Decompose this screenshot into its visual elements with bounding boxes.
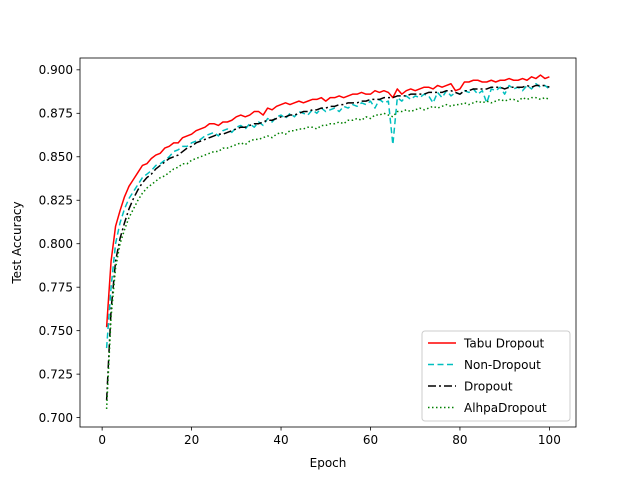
- legend-label: Tabu Dropout: [463, 336, 545, 350]
- x-tick-label: 100: [538, 433, 561, 447]
- y-axis-label: Test Accuracy: [10, 201, 24, 284]
- y-tick-label: 0.875: [39, 107, 73, 121]
- series-line-dropout: [105, 84, 550, 401]
- x-ticks: 0 20 40 60 80 100: [98, 427, 561, 447]
- series-line-alhpadropout: [105, 96, 550, 409]
- series-layer: [105, 74, 550, 409]
- y-tick-label: 0.750: [39, 324, 73, 338]
- series-line-tabu-dropout: [105, 74, 550, 328]
- y-tick-label: 0.725: [39, 367, 73, 381]
- y-tick-label: 0.700: [39, 411, 73, 425]
- y-tick-label: 0.825: [39, 194, 73, 208]
- y-tick-label: 0.900: [39, 63, 73, 77]
- legend-label: Dropout: [464, 379, 513, 393]
- x-tick-label: 0: [98, 433, 106, 447]
- series-line-non-dropout: [105, 82, 550, 349]
- legend: Tabu Dropout Non-Dropout Dropout AlhpaDropo…: [421, 330, 571, 422]
- legend-label: Non-Dropout: [464, 358, 541, 372]
- x-tick-label: 60: [363, 433, 378, 447]
- y-ticks: 0.700 0.725 0.750 0.775 0.800 0.825 0.850 0.875…: [39, 63, 80, 425]
- plot-frame: [79, 57, 577, 428]
- y-tick-label: 0.850: [39, 150, 73, 164]
- legend-box: [421, 330, 571, 422]
- legend-label: AlhpaDropout: [464, 401, 547, 415]
- x-tick-label: 20: [184, 433, 199, 447]
- x-tick-label: 80: [452, 433, 467, 447]
- x-tick-label: 40: [273, 433, 288, 447]
- x-axis-label: Epoch: [310, 456, 347, 470]
- y-tick-label: 0.800: [39, 237, 73, 251]
- y-tick-label: 0.775: [39, 280, 73, 294]
